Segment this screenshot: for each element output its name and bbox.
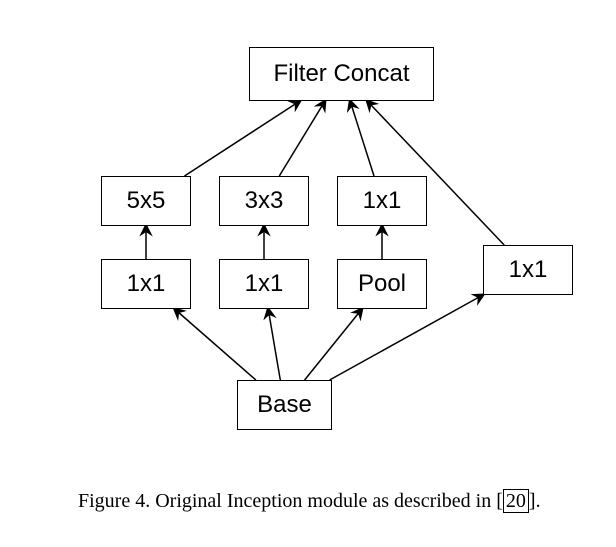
node-filter_concat: Filter Concat bbox=[249, 47, 434, 101]
node-label-n3x3_top: 3x3 bbox=[245, 189, 284, 213]
node-label-pool: Pool bbox=[358, 272, 406, 296]
caption-suffix: ]. bbox=[529, 490, 541, 512]
node-n1x1_right: 1x1 bbox=[483, 245, 573, 295]
node-n1x1_top: 1x1 bbox=[337, 176, 427, 226]
node-n5x5_top: 5x5 bbox=[101, 176, 191, 226]
node-n1x1_bc: 1x1 bbox=[219, 259, 309, 309]
figure-caption: Figure 4. Original Inception module as d… bbox=[78, 490, 541, 513]
node-label-n1x1_bl: 1x1 bbox=[127, 272, 166, 296]
node-n1x1_bl: 1x1 bbox=[101, 259, 191, 309]
node-label-filter_concat: Filter Concat bbox=[273, 62, 409, 86]
node-pool: Pool bbox=[337, 259, 427, 309]
node-label-n1x1_top: 1x1 bbox=[363, 189, 402, 213]
edge-base-to-n1x1_bl bbox=[175, 309, 256, 380]
node-base: Base bbox=[237, 380, 332, 430]
edge-base-to-n1x1_bc bbox=[268, 309, 280, 380]
edge-n5x5_top-to-filter_concat bbox=[185, 101, 300, 176]
node-n3x3_top: 3x3 bbox=[219, 176, 309, 226]
caption-ref: 20 bbox=[503, 489, 529, 513]
caption-prefix: Figure 4. Original Inception module as d… bbox=[78, 490, 503, 512]
node-label-n1x1_right: 1x1 bbox=[509, 258, 548, 282]
edge-base-to-pool bbox=[305, 309, 362, 380]
edge-n3x3_top-to-filter_concat bbox=[279, 101, 325, 176]
edge-n1x1_top-to-filter_concat bbox=[350, 101, 374, 176]
node-label-n1x1_bc: 1x1 bbox=[245, 272, 284, 296]
node-label-base: Base bbox=[257, 393, 312, 417]
node-label-n5x5_top: 5x5 bbox=[127, 189, 166, 213]
